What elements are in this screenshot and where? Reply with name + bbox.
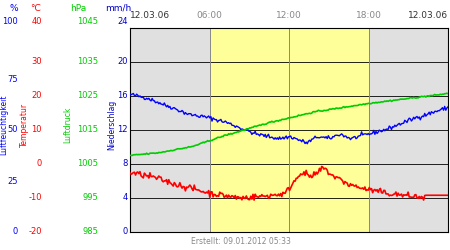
Text: 18:00: 18:00 <box>356 11 382 20</box>
Text: 1015: 1015 <box>77 126 98 134</box>
Text: 1005: 1005 <box>77 160 98 168</box>
Text: 40: 40 <box>32 17 42 26</box>
Text: 10: 10 <box>32 126 42 134</box>
Text: 50: 50 <box>8 126 18 134</box>
Text: 30: 30 <box>32 58 42 66</box>
Text: 20: 20 <box>32 92 42 100</box>
Text: 06:00: 06:00 <box>197 11 222 20</box>
Text: Luftdruck: Luftdruck <box>63 107 72 143</box>
Text: 4: 4 <box>123 194 128 202</box>
Text: Temperatur: Temperatur <box>19 103 28 147</box>
Text: 12.03.06: 12.03.06 <box>130 11 170 20</box>
Text: 0: 0 <box>13 228 18 236</box>
Bar <box>210 28 369 232</box>
Text: 12.03.06: 12.03.06 <box>408 11 448 20</box>
Text: Luftfeuchtigkeit: Luftfeuchtigkeit <box>0 95 9 155</box>
Text: 25: 25 <box>8 176 18 186</box>
Text: 0: 0 <box>123 228 128 236</box>
Text: 1025: 1025 <box>77 92 98 100</box>
Text: 8: 8 <box>122 160 128 168</box>
Text: 75: 75 <box>7 74 18 84</box>
Text: 995: 995 <box>82 194 98 202</box>
Text: Niederschlag: Niederschlag <box>108 100 117 150</box>
Text: hPa: hPa <box>70 4 86 13</box>
Text: 1035: 1035 <box>77 58 98 66</box>
Text: 985: 985 <box>82 228 98 236</box>
Text: %: % <box>10 4 18 13</box>
Text: °C: °C <box>30 4 41 13</box>
Text: 1045: 1045 <box>77 17 98 26</box>
Text: mm/h: mm/h <box>105 4 131 13</box>
Text: 0: 0 <box>37 160 42 168</box>
Text: 100: 100 <box>2 17 18 26</box>
Text: 20: 20 <box>117 58 128 66</box>
Text: 12: 12 <box>117 126 128 134</box>
Text: 24: 24 <box>117 17 128 26</box>
Text: Erstellt: 09.01.2012 05:33: Erstellt: 09.01.2012 05:33 <box>191 236 291 246</box>
Text: -20: -20 <box>28 228 42 236</box>
Text: 12:00: 12:00 <box>276 11 302 20</box>
Text: 16: 16 <box>117 92 128 100</box>
Text: -10: -10 <box>28 194 42 202</box>
